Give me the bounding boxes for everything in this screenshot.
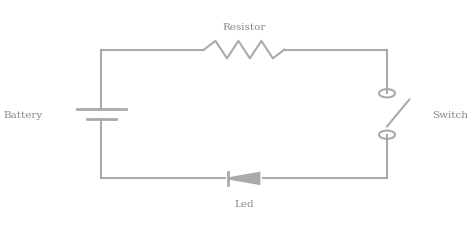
Polygon shape bbox=[228, 173, 259, 184]
Text: Battery: Battery bbox=[4, 110, 43, 119]
Text: Resistor: Resistor bbox=[222, 23, 266, 32]
Text: Switch: Switch bbox=[432, 110, 468, 119]
Text: Led: Led bbox=[234, 199, 254, 208]
